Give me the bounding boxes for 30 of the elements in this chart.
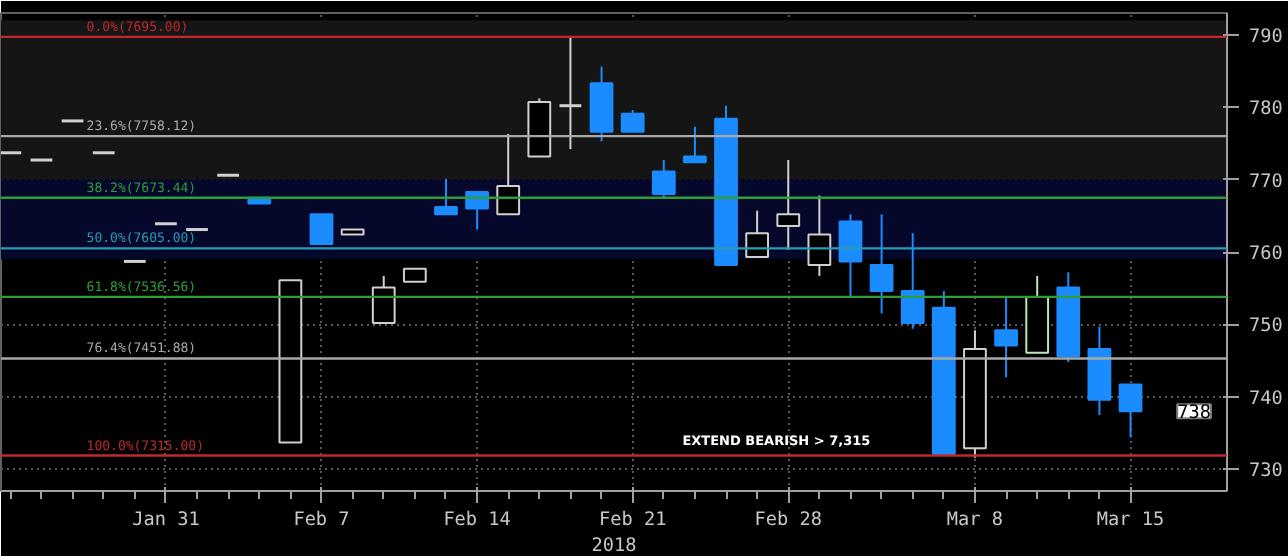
x-tick-label: Feb 14 — [443, 509, 512, 531]
candlestick — [900, 232, 925, 330]
x-tick-label: Mar 15 — [1096, 509, 1165, 531]
y-tick-label: 780 — [1249, 98, 1284, 121]
text: 738 — [1177, 402, 1212, 425]
candlestick — [683, 125, 707, 164]
y-tick-label: 790 — [1249, 25, 1284, 48]
x-tick-label: Mar 8 — [946, 509, 1004, 531]
x-tick-label: Jan 31 — [132, 509, 200, 531]
candlestick — [994, 295, 1018, 379]
candlestick — [434, 177, 458, 216]
y-tick-label: 760 — [1249, 243, 1284, 265]
candlestick — [620, 109, 645, 133]
x-tick-label: Feb 28 — [754, 509, 823, 531]
x-axis-title: 2018 — [591, 535, 638, 556]
candlestick — [309, 213, 334, 246]
x-tick-label: Feb 7 — [293, 509, 350, 531]
candlestick — [651, 159, 676, 199]
candlestick — [371, 274, 396, 324]
candlestick — [558, 35, 583, 151]
x-tick-label: Feb 21 — [598, 509, 667, 531]
candlestick — [496, 132, 521, 216]
y-tick-label: 750 — [1249, 315, 1284, 338]
y-tick-label: 740 — [1249, 387, 1284, 410]
y-tick-label: 770 — [1249, 170, 1284, 193]
y-tick-label: 730 — [1249, 460, 1284, 483]
candlestick — [776, 159, 801, 251]
candlestick — [869, 213, 894, 315]
candlestick — [1118, 383, 1143, 439]
candlestick — [807, 194, 832, 277]
